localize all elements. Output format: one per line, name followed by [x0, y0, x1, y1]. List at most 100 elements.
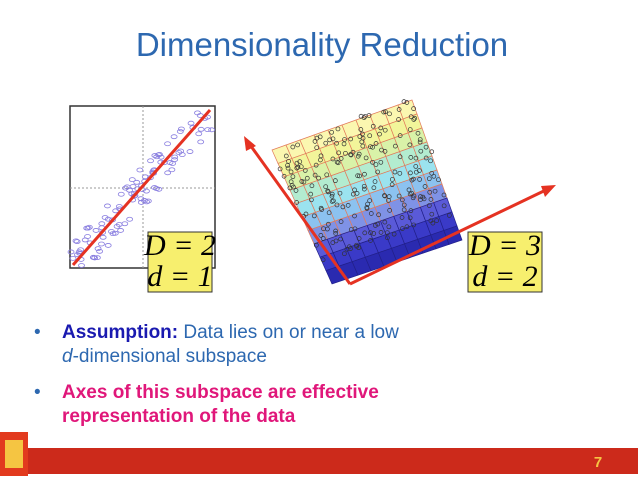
- data-point: [330, 156, 336, 162]
- data-point: [318, 153, 324, 159]
- data-point: [197, 139, 205, 145]
- data-point: [290, 144, 296, 150]
- data-point: [344, 246, 350, 252]
- data-point: [320, 236, 326, 241]
- bullet-text: Axes of this subspace are effective: [62, 382, 379, 403]
- data-point: [378, 159, 384, 165]
- data-point: [385, 235, 390, 241]
- data-point: [411, 222, 416, 228]
- data-point: [316, 175, 321, 181]
- data-point: [314, 145, 320, 151]
- data-point: [368, 230, 373, 236]
- data-point: [417, 137, 423, 142]
- data-point: [441, 192, 447, 198]
- data-point: [382, 219, 388, 225]
- data-point: [390, 177, 395, 182]
- data-point: [362, 171, 367, 177]
- data-point: [324, 172, 330, 178]
- data-point: [327, 137, 333, 143]
- data-point: [330, 136, 336, 142]
- data-point: [83, 225, 91, 231]
- data-point: [287, 185, 293, 191]
- data-point: [115, 204, 123, 209]
- data-point: [93, 255, 101, 261]
- data-point: [176, 129, 184, 134]
- bullet-lead: Assumption:: [62, 322, 178, 343]
- data-point: [104, 243, 112, 248]
- data-point: [329, 129, 334, 135]
- data-point: [429, 211, 435, 217]
- data-point: [400, 226, 405, 231]
- data-point: [281, 173, 287, 179]
- data-point: [333, 231, 339, 236]
- data-point: [309, 183, 315, 189]
- data-point: [350, 149, 356, 155]
- data-point: [170, 134, 178, 140]
- bullet-rest: Data lies on or near a low: [178, 322, 399, 343]
- data-point: [441, 203, 447, 209]
- data-point: [418, 197, 423, 202]
- data-point: [299, 179, 305, 184]
- axis-arrow: [349, 186, 551, 286]
- data-point: [348, 136, 354, 142]
- dim-label: D = 3: [468, 229, 541, 262]
- data-point: [431, 173, 437, 179]
- data-point: [168, 167, 176, 173]
- data-point: [164, 141, 171, 147]
- data-point: [171, 154, 179, 160]
- data-point: [407, 127, 413, 132]
- data-point: [408, 208, 414, 214]
- data-point: [69, 255, 77, 261]
- data-point: [361, 115, 367, 120]
- data-point: [342, 251, 347, 257]
- data-point: [113, 223, 121, 229]
- data-point: [151, 153, 159, 158]
- dim-label: d = 2: [472, 260, 537, 293]
- data-point: [393, 143, 398, 149]
- data-point: [321, 226, 326, 232]
- data-point: [373, 162, 379, 167]
- data-point: [329, 191, 335, 197]
- data-point: [350, 191, 356, 197]
- data-point: [133, 179, 141, 185]
- figure-3d: D = 3 d = 2: [244, 99, 556, 293]
- data-point: [422, 184, 428, 189]
- data-point: [290, 174, 296, 180]
- data-point: [357, 173, 362, 179]
- data-point: [338, 156, 344, 161]
- data-point: [343, 150, 348, 156]
- data-point: [382, 127, 388, 133]
- data-point: [320, 257, 326, 263]
- bullet-text: Assumption: Data lies on or near a low: [62, 322, 399, 343]
- data-point: [294, 200, 299, 205]
- data-point: [155, 186, 163, 192]
- data-point: [376, 212, 381, 218]
- data-point: [164, 170, 172, 176]
- data-point: [333, 178, 338, 184]
- data-point: [407, 215, 413, 221]
- data-point: [364, 205, 370, 210]
- dim-box: [147, 231, 213, 293]
- dim-label: D = 2: [143, 229, 216, 262]
- data-point: [108, 229, 115, 234]
- data-point: [335, 160, 341, 166]
- data-point: [371, 231, 377, 236]
- data-point: [361, 186, 367, 192]
- data-point: [104, 203, 111, 209]
- data-point: [342, 137, 347, 142]
- data-point: [157, 154, 165, 160]
- arrow-head: [244, 136, 256, 151]
- data-point: [309, 197, 314, 203]
- bullet-rest: -dimensional subspace: [73, 346, 267, 367]
- data-point: [336, 150, 341, 156]
- axis-arrow: [246, 141, 352, 285]
- principal-axis: [71, 109, 212, 266]
- data-point: [329, 193, 335, 199]
- data-point: [334, 159, 340, 165]
- dim-label: d = 1: [147, 260, 212, 293]
- data-point: [401, 207, 407, 213]
- data-point: [137, 196, 145, 202]
- data-point: [408, 170, 413, 176]
- data-point: [308, 191, 314, 197]
- data-point: [72, 238, 80, 244]
